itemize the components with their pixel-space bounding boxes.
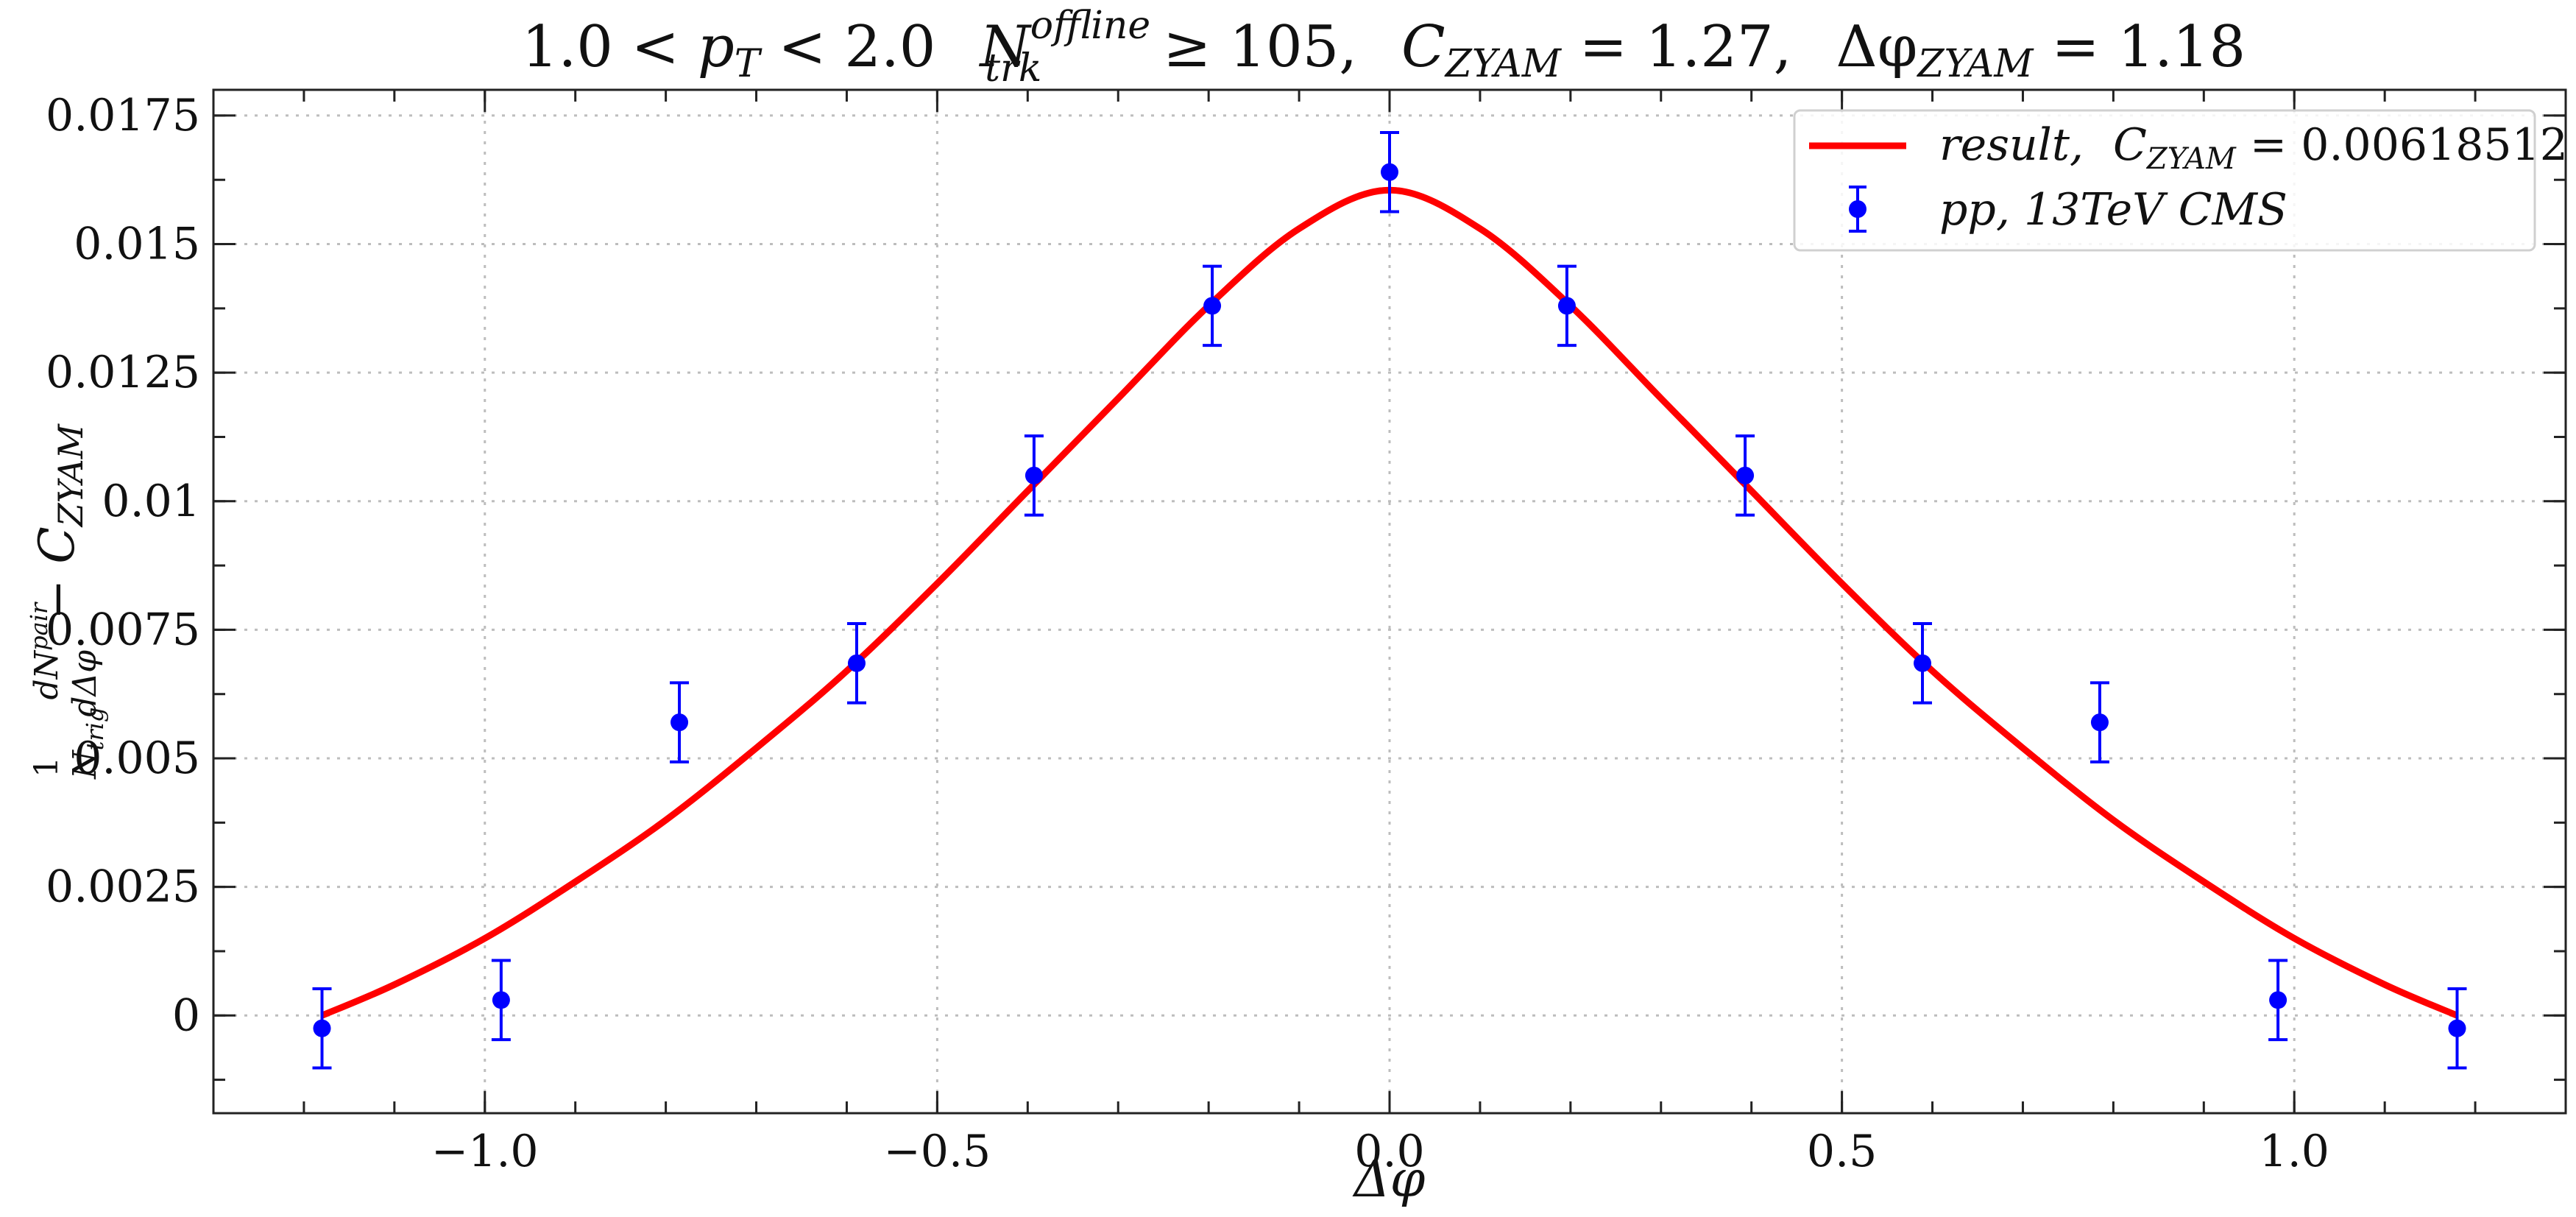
data-marker [492,991,510,1009]
y-tick-label: 0.005 [74,733,200,784]
y-axis-label: 1NtrigdNpairdΔφ − CZYAM [25,423,109,780]
data-marker [1203,297,1222,315]
data-marker [2269,991,2287,1009]
data-point [1380,130,1399,214]
legend-box [1793,109,2536,252]
axis-ticks [212,90,2567,1113]
data-marker [1025,466,1043,484]
x-tick-label: −1.0 [431,1126,539,1177]
y-tick-label: 0 [172,990,200,1041]
data-marker [1736,466,1755,484]
svg-text:1NtrigdNpairdΔφ − CZYAM: 1NtrigdNpairdΔφ − CZYAM [25,423,109,780]
data-marker [2448,1019,2466,1037]
fit-curve [320,186,2459,1019]
data-point [2268,959,2288,1042]
data-points-layer [312,130,2467,1070]
data-point [2090,681,2109,763]
data-point [491,959,511,1042]
data-marker [2090,713,2109,732]
y-tick-label: 0.0025 [46,861,200,913]
data-point [1024,434,1044,517]
data-marker [847,654,866,672]
data-marker [670,713,689,732]
legend-errorbar-swatch [1849,186,1866,233]
data-marker [313,1019,331,1037]
data-point [1913,622,1933,705]
tick-labels: −1.0 −0.5 0.0 0.5 1.0 0 0.0025 0.005 0.0075 0.01 0… [46,90,2329,1177]
x-tick-label: 1.0 [2260,1126,2329,1177]
y-tick-label: 0.015 [74,219,200,270]
data-point [1203,264,1222,348]
data-point [1735,434,1755,517]
legend: result, CZYAM = 0.00618512 pp, 13TeV CMS [1793,109,2568,252]
x-tick-label: 0.5 [1807,1126,1877,1177]
data-point [2447,987,2467,1070]
data-marker [1914,654,1932,672]
data-point [846,622,866,705]
y-tick-label: 0.01 [102,476,200,527]
fit-curve-layer [320,186,2459,1019]
y-tick-label: 0.0175 [46,90,200,141]
x-axis-label: Δφ [1352,1151,1426,1209]
legend-label-cms: pp, 13TeV CMS [1939,184,2287,236]
data-point [670,681,690,763]
data-marker [1557,297,1576,315]
x-tick-label: 0.0 [1354,1126,1424,1177]
data-point [312,987,332,1070]
data-point [1557,264,1577,348]
y-tick-label: 0.0125 [46,347,200,398]
grid [213,90,2566,1113]
chart-title: 1.0 < pT < 2.0 Noffline trk ≥ 105, CZYAM = … [522,4,2246,91]
data-marker [1381,163,1398,181]
legend-label-result: result, CZYAM = 0.00618512 [1939,119,2568,176]
x-tick-label: −0.5 [884,1126,991,1177]
y-tick-label: 0.0075 [46,604,200,655]
